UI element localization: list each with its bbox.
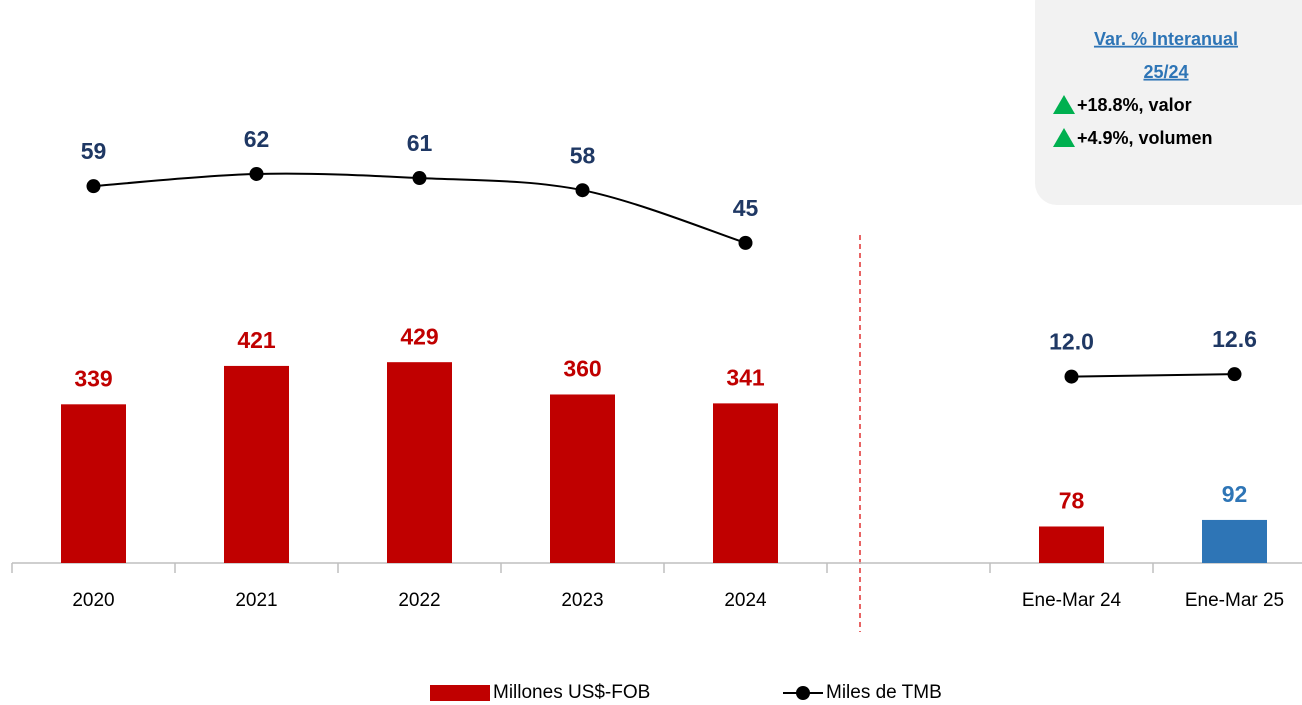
legend-label: Millones US$-FOB (493, 682, 650, 703)
line-marker (1064, 369, 1079, 384)
line-label: 12.6 (1212, 326, 1257, 352)
legend-marker (796, 686, 810, 700)
bar-label: 429 (400, 323, 438, 349)
annotation-item: +18.8%, valor (1077, 95, 1192, 115)
x-tick-label: 2024 (724, 590, 767, 611)
line-label: 61 (407, 130, 433, 156)
annotation-box (1035, 0, 1302, 205)
bar (387, 362, 452, 563)
x-tick-label: Ene-Mar 25 (1185, 590, 1284, 611)
annotation-subtitle: 25/24 (1143, 62, 1188, 82)
bar-label: 341 (726, 364, 765, 390)
bar-label: 78 (1059, 488, 1085, 514)
bar (61, 404, 126, 563)
annotation-item: +4.9%, volumen (1077, 128, 1213, 148)
bar (1202, 519, 1267, 563)
bar (713, 403, 778, 563)
bar (224, 365, 289, 563)
line-label: 58 (570, 142, 596, 168)
x-tick-label: 2023 (561, 590, 603, 611)
x-tick-label: 2022 (398, 590, 440, 611)
bar (550, 394, 615, 563)
line-marker (575, 183, 590, 198)
up-arrow (1053, 128, 1075, 147)
line-label: 59 (81, 138, 107, 164)
line-label: 62 (244, 126, 270, 152)
annotation-title: Var. % Interanual (1094, 29, 1238, 49)
bar (1039, 526, 1104, 563)
legend-swatch (430, 685, 490, 701)
line-label: 45 (733, 195, 759, 221)
x-tick-label: 2020 (72, 590, 114, 611)
bar-label: 421 (237, 327, 276, 353)
bar-label: 92 (1222, 481, 1248, 507)
x-tick-label: Ene-Mar 24 (1022, 590, 1122, 611)
legend-label: Miles de TMB (826, 682, 942, 703)
line (1071, 373, 1235, 378)
line-label: 12.0 (1049, 329, 1094, 355)
bar-label: 339 (74, 365, 112, 391)
line-marker (249, 166, 264, 181)
bar-label: 360 (563, 356, 601, 382)
line-marker (738, 235, 753, 250)
up-arrow (1053, 95, 1075, 114)
line-marker (1227, 367, 1242, 382)
line-marker (86, 179, 101, 194)
line-marker (412, 171, 427, 186)
x-tick-label: 2021 (235, 590, 277, 611)
